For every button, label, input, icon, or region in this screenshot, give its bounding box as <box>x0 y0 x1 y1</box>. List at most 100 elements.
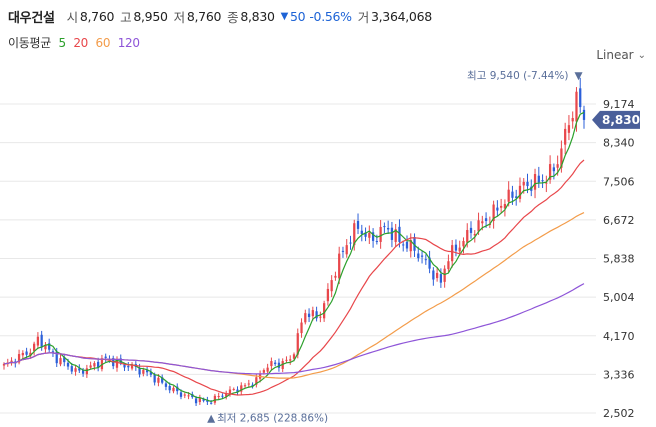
scale-label: Linear <box>596 48 634 62</box>
candle-body <box>281 361 284 369</box>
candle-body <box>579 88 582 108</box>
candle-body <box>326 288 330 302</box>
high-value: 8,950 <box>133 8 168 24</box>
ma20-legend[interactable]: 20 <box>73 36 89 50</box>
candle-body <box>548 164 552 180</box>
candle-body <box>210 402 213 404</box>
candle-body <box>360 230 363 234</box>
candle-body <box>307 313 311 318</box>
candle-body <box>537 175 540 183</box>
candle-body <box>394 229 397 242</box>
candle-body <box>371 232 375 241</box>
candle-body <box>552 167 555 172</box>
candle-body <box>375 240 378 242</box>
candle-body <box>29 352 32 357</box>
candle-body <box>202 399 205 401</box>
ma120-legend[interactable]: 120 <box>117 36 140 50</box>
ma60-legend[interactable]: 60 <box>95 36 111 50</box>
ma5-legend[interactable]: 5 <box>58 36 66 50</box>
candle-body <box>492 204 495 222</box>
candle-body <box>130 365 134 369</box>
candle-body <box>217 396 220 398</box>
candle-body <box>507 189 510 202</box>
candle-body <box>379 226 382 242</box>
candle-body <box>428 257 431 269</box>
close-label: 종 <box>227 9 239 25</box>
candle-body <box>10 360 13 363</box>
candle-body <box>93 363 96 367</box>
candle-body <box>311 310 314 317</box>
low-annotation: 최저 2,685 (228.86%) <box>217 413 328 425</box>
candle-body <box>356 220 360 229</box>
candle-body <box>44 345 47 350</box>
candle-body <box>183 394 186 396</box>
candle-body <box>560 148 563 168</box>
volume-label: 거 <box>357 9 370 25</box>
candle-body <box>70 366 73 372</box>
candle-body <box>289 359 292 361</box>
candle-body <box>296 333 299 355</box>
open-label: 시 <box>66 9 79 25</box>
candle-body <box>511 191 514 198</box>
candle-body <box>142 369 145 374</box>
candle-body <box>221 395 224 397</box>
candle-body <box>270 361 273 367</box>
ma5-line <box>3 111 585 403</box>
candle-body <box>334 275 337 278</box>
candle-body <box>247 383 250 385</box>
low-marker-icon: ▲ <box>207 413 216 425</box>
candle-body <box>319 316 322 318</box>
candle-body <box>526 181 529 187</box>
scale-toggle[interactable]: Linear ⌄ <box>596 48 646 62</box>
candle-body <box>48 343 51 350</box>
candle-body <box>466 230 469 243</box>
y-tick-label: 5,004 <box>603 291 635 304</box>
candle-body <box>300 322 303 334</box>
candle-body <box>228 389 232 394</box>
candle-body <box>213 395 217 403</box>
candle-body <box>36 336 40 346</box>
candle-body <box>285 359 288 361</box>
ma120-line <box>3 283 585 375</box>
candle-body <box>119 358 122 363</box>
candle-body <box>533 174 537 190</box>
candle-body <box>251 384 254 387</box>
candle-body <box>432 270 435 280</box>
candle-body <box>89 365 92 368</box>
candle-body <box>255 377 258 385</box>
candle-body <box>85 368 88 375</box>
low-label: 저 <box>173 9 186 25</box>
candle-body <box>500 205 503 208</box>
candle-body <box>484 218 488 222</box>
candle-body <box>123 364 126 368</box>
candle-body <box>66 362 70 367</box>
candle-body <box>353 223 356 246</box>
candle-body <box>40 334 43 348</box>
candle-body <box>564 128 567 145</box>
candle-body <box>496 207 499 211</box>
candle-body <box>315 311 318 319</box>
candle-body <box>368 232 371 238</box>
candle-body <box>240 385 243 392</box>
candle-body <box>97 361 100 368</box>
low-value: 8,760 <box>186 8 222 24</box>
candle-body <box>405 241 409 249</box>
candle-body <box>473 234 476 236</box>
candle-body <box>277 362 281 368</box>
candle-body <box>2 363 6 366</box>
candle-body <box>243 385 247 387</box>
change-down-icon: ▼ <box>280 10 289 22</box>
candle-body <box>541 180 544 182</box>
candle-body <box>582 109 586 120</box>
candle-body <box>338 253 341 279</box>
candle-body <box>575 91 578 122</box>
candle-body <box>81 370 85 374</box>
candle-body <box>458 247 461 252</box>
candle-body <box>115 360 119 368</box>
candle-body <box>390 227 394 240</box>
candle-body <box>330 280 333 292</box>
candle-body <box>424 259 427 261</box>
candle-body <box>417 253 420 259</box>
candle-body <box>17 354 21 363</box>
